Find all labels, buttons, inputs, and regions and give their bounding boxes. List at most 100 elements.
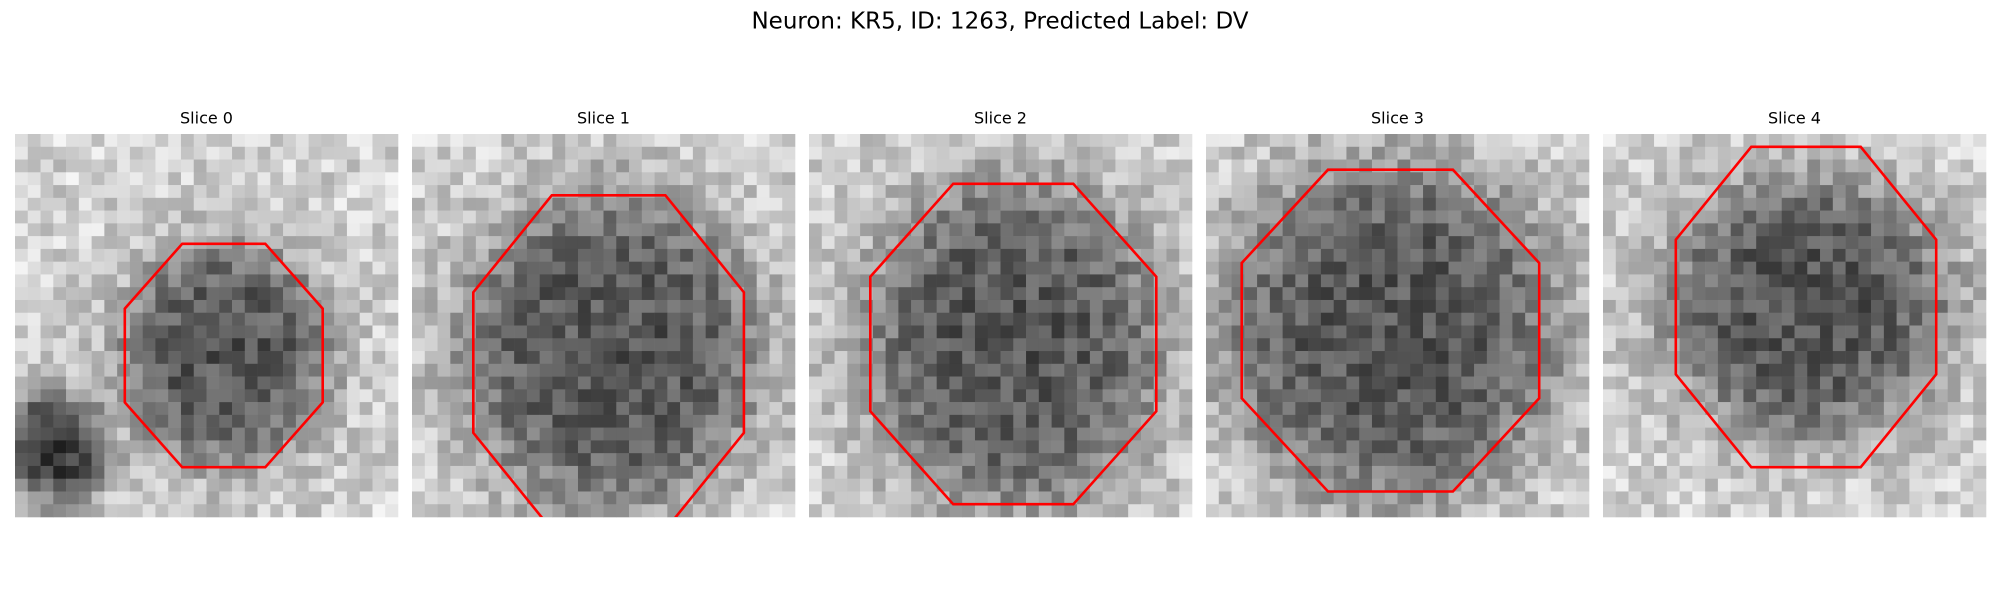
pixel: [1768, 504, 1783, 518]
pixel: [629, 159, 643, 173]
pixel: [782, 197, 796, 211]
pixel: [321, 325, 335, 339]
pixel: [1973, 223, 1987, 237]
pixel: [53, 389, 67, 403]
pixel: [680, 274, 694, 288]
pixel: [1333, 338, 1347, 352]
pixel: [756, 287, 770, 301]
pixel: [821, 134, 835, 148]
pixel: [1026, 248, 1040, 262]
pixel: [1026, 274, 1040, 288]
pixel: [334, 402, 348, 416]
pixel: [769, 478, 783, 492]
pixel: [1641, 376, 1655, 390]
pixel: [1858, 389, 1872, 403]
pixel: [1000, 325, 1014, 339]
pixel: [180, 427, 195, 441]
pixel: [1423, 261, 1437, 275]
pixel: [1051, 440, 1065, 454]
pixel: [1435, 376, 1449, 390]
pixel: [334, 376, 348, 390]
pixel: [680, 261, 694, 275]
pixel: [1474, 363, 1488, 377]
pixel: [923, 389, 937, 403]
pixel: [1499, 491, 1513, 505]
pixel: [321, 351, 335, 365]
pixel: [590, 299, 604, 314]
pixel: [974, 389, 989, 403]
pixel: [53, 236, 67, 250]
pixel: [78, 134, 92, 148]
pixel: [1832, 427, 1846, 441]
panel-title: Slice 1: [577, 109, 630, 128]
pixel: [321, 427, 335, 441]
pixel: [923, 274, 937, 288]
pixel: [654, 351, 668, 365]
pixel: [1537, 402, 1551, 416]
pixel: [283, 465, 297, 479]
pixel: [1244, 440, 1258, 454]
pixel: [104, 478, 118, 492]
pixel: [1179, 491, 1193, 505]
pixel: [40, 491, 54, 505]
pixel: [437, 223, 451, 237]
pixel: [1257, 185, 1271, 199]
pixel: [1179, 248, 1193, 262]
pixel: [552, 363, 566, 377]
pixel: [1077, 376, 1091, 390]
pixel: [1474, 351, 1488, 365]
pixel: [590, 478, 604, 492]
pixel: [1397, 248, 1411, 262]
pixel: [1512, 351, 1526, 365]
pixel: [488, 299, 502, 314]
pixel: [1871, 376, 1885, 390]
pixel: [743, 325, 757, 339]
pixel: [743, 351, 757, 365]
pixel: [27, 185, 41, 199]
pixel: [731, 504, 745, 518]
pixel: [885, 338, 899, 352]
pixel: [911, 427, 925, 441]
pixel: [821, 223, 835, 237]
pixel: [53, 491, 67, 505]
pixel: [1435, 491, 1449, 505]
pixel: [1743, 478, 1757, 492]
pixel: [923, 376, 937, 390]
pixel: [424, 414, 438, 428]
pixel: [1333, 274, 1347, 288]
pixel: [1333, 146, 1347, 160]
pixel: [1820, 223, 1834, 237]
pixel: [1051, 159, 1065, 173]
slice-image: [809, 134, 1193, 518]
pixel: [385, 402, 399, 416]
pixel: [1973, 210, 1987, 224]
pixel: [78, 236, 92, 250]
pixel: [1615, 414, 1629, 428]
pixel: [1641, 389, 1655, 403]
pixel: [1768, 465, 1783, 479]
pixel: [987, 402, 1001, 416]
pixel: [1474, 414, 1488, 428]
pixel: [718, 504, 732, 518]
pixel: [987, 351, 1001, 365]
pixel: [872, 248, 886, 262]
pixel: [936, 351, 950, 365]
pixel: [1641, 197, 1655, 211]
pixel: [475, 325, 489, 339]
pixel: [616, 363, 630, 377]
pixel: [1781, 159, 1795, 173]
pixel: [603, 491, 617, 505]
pixel: [1973, 325, 1987, 339]
pixel: [308, 261, 322, 275]
pixel: [911, 491, 925, 505]
pixel: [962, 427, 976, 441]
pixel: [1883, 223, 1897, 237]
pixel: [1679, 376, 1693, 390]
pixel: [1654, 223, 1668, 237]
pixel: [1333, 465, 1347, 479]
pixel: [514, 287, 528, 301]
pixel: [1781, 376, 1795, 390]
pixel: [1909, 414, 1923, 428]
pixel: [1654, 274, 1668, 288]
pixel: [847, 146, 861, 160]
